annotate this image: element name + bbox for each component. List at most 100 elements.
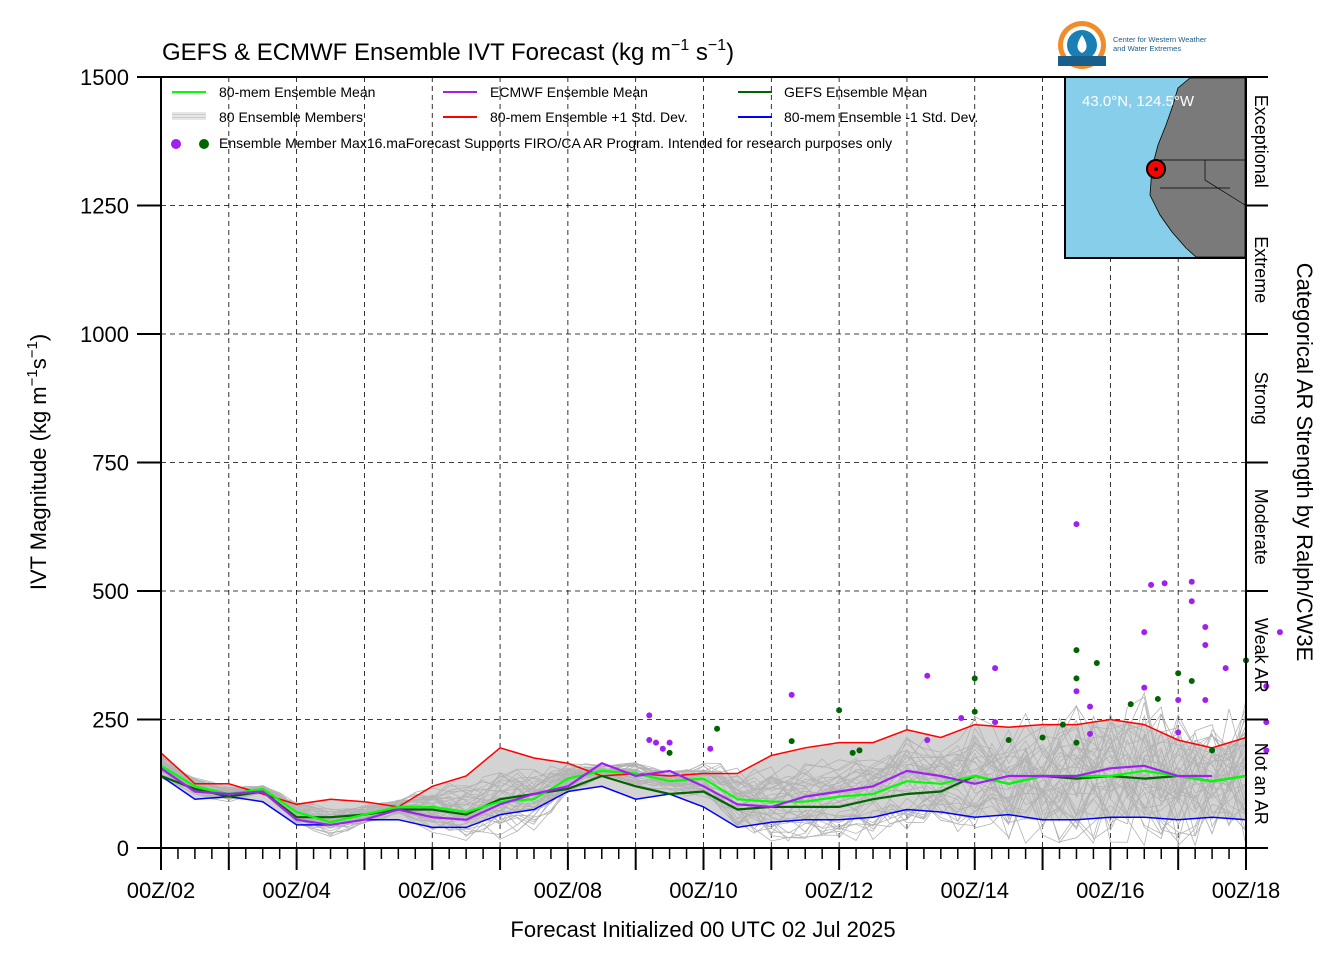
ensemble-member-line [160,755,1247,843]
ecmwf-max-point [1222,665,1229,672]
y-tick-label: 500 [92,579,129,604]
location-inset-map: 43.0°N, 124.5°W [1064,76,1246,259]
gefs-max-point [1073,647,1080,654]
ecmwf-max-point [653,739,660,746]
gefs-max-point [1209,747,1216,754]
ensemble-member-line [160,763,1247,847]
gefs-max-point [666,749,673,756]
y-axis-label: IVT Magnitude (kg m−1s−1) [24,334,51,590]
y-tick-label: 250 [92,708,129,733]
legend-plus1-label: 80-mem Ensemble +1 Std. Dev. [490,109,688,125]
legend-mean80-label: 80-mem Ensemble Mean [219,84,375,100]
y-tick-label: 1500 [80,65,129,90]
ecmwf-max-point [992,665,999,672]
ecmwf-series-line [160,761,1213,827]
ecmwf-max-point [646,712,653,719]
ecmwf-max-point [924,737,931,744]
legend-members-label: 80 Ensemble Members [219,109,363,125]
gefs-max-point [1073,739,1080,746]
gefs-max-point [1154,695,1161,702]
ecmwf-max-point [1188,598,1195,605]
logo-line-2: and Water Extremes [1113,44,1181,53]
legend-ecmwf-label: ECMWF Ensemble Mean [490,84,648,100]
ecmwf-max-point [1276,629,1283,636]
category-label: Moderate [1251,489,1271,565]
x-tick-label: 00Z/02 [127,878,196,903]
category-label: Extreme [1251,236,1271,303]
gefs-max-point [1039,734,1046,741]
gefs-max-point [971,708,978,715]
ecmwf-max-point [992,719,999,726]
x-tick-label: 00Z/16 [1076,878,1145,903]
ensemble-member-line [160,706,1247,815]
ecmwf-max-point [788,691,795,698]
gefs-series-line [160,774,1247,819]
member-max-points [646,521,1283,756]
gefs-max-point [1175,670,1182,677]
cw3e-logo: Center for Western Weather and Water Ext… [1058,21,1207,69]
category-label: Exceptional [1251,95,1271,188]
x-tick-label: 00Z/06 [398,878,467,903]
ecmwf-max-point [1161,580,1168,587]
gefs-max-point [1073,675,1080,682]
ecmwf-max-point [1073,688,1080,695]
right-axis-label: Categorical AR Strength by Ralph/CW3E [1292,263,1317,662]
ecmwf-max-point [1188,578,1195,585]
ecmwf-max-point [1141,629,1148,636]
ecmwf-max-point [1148,581,1155,588]
series-lines [160,718,1247,829]
y-tick-label: 1000 [80,322,129,347]
ecmwf-max-point [1175,729,1182,736]
ecmwf-max-point [1202,641,1209,648]
category-label: Not an AR [1251,743,1271,825]
water-drop-icon [1077,35,1087,53]
logo-line-1: Center for Western Weather [1113,35,1207,44]
ecmwf-max-point [659,745,666,752]
x-tick-label: 00Z/10 [669,878,738,903]
gefs-max-point [849,749,856,756]
x-axis-label: Forecast Initialized 00 UTC 02 Jul 2025 [510,917,895,942]
x-tick-label: 00Z/18 [1212,878,1281,903]
ecmwf-max-point [1202,623,1209,630]
ecmwf-max-point [924,672,931,679]
ecmwf-max-point [707,745,714,752]
legend: 80-mem Ensemble Mean ECMWF Ensemble Mean G… [171,84,978,151]
x-tick-label: 00Z/14 [941,878,1010,903]
axes: 0 250 500 750 1000 1250 1500 Not an AR Weak AR Mo… [80,65,1280,903]
ensemble-member-line [160,762,1247,847]
gefs-max-point [836,707,843,714]
gefs-max-point [971,675,978,682]
ecmwf-max-point [1087,703,1094,710]
ensemble-member-line [160,757,1247,836]
x-tick-label: 00Z/08 [534,878,603,903]
category-label: Weak AR [1251,618,1271,693]
gefs-max-point [1093,659,1100,666]
gefs-max-point [1005,737,1012,744]
ecmwf-max-point [1202,696,1209,703]
gefs-max-point [788,738,795,745]
gefs-max-point [714,725,721,732]
gefs-max-point [1188,677,1195,684]
std-dev-spread-band [161,719,1246,828]
location-label: 43.0°N, 124.5°W [1082,93,1195,110]
gefs-max-point [856,747,863,754]
grid-lines [161,77,1246,848]
legend-max-note: Ensemble Member Max16.maForecast Support… [219,135,892,151]
y-tick-label: 0 [117,836,129,861]
ecmwf-max-point [958,714,965,721]
legend-gefs-label: GEFS Ensemble Mean [784,84,927,100]
land-mass [1149,77,1246,258]
ensemble-member-line [160,696,1247,815]
ecmwf-max-point [1263,719,1270,726]
ecmwf-max-point [1263,683,1270,690]
category-label: Strong [1251,372,1271,425]
x-tick-label: 00Z/12 [805,878,874,903]
y-tick-label: 1250 [80,194,129,219]
legend-gefs-max-dot [199,139,209,149]
spread-band [161,719,1246,828]
ecmwf-max-point [1175,696,1182,703]
gefs-max-point [1059,721,1066,728]
legend-minus1-label: 80-mem Ensemble -1 Std. Dev. [784,109,978,125]
chart-title: GEFS & ECMWF Ensemble IVT Forecast (kg m… [162,37,734,66]
